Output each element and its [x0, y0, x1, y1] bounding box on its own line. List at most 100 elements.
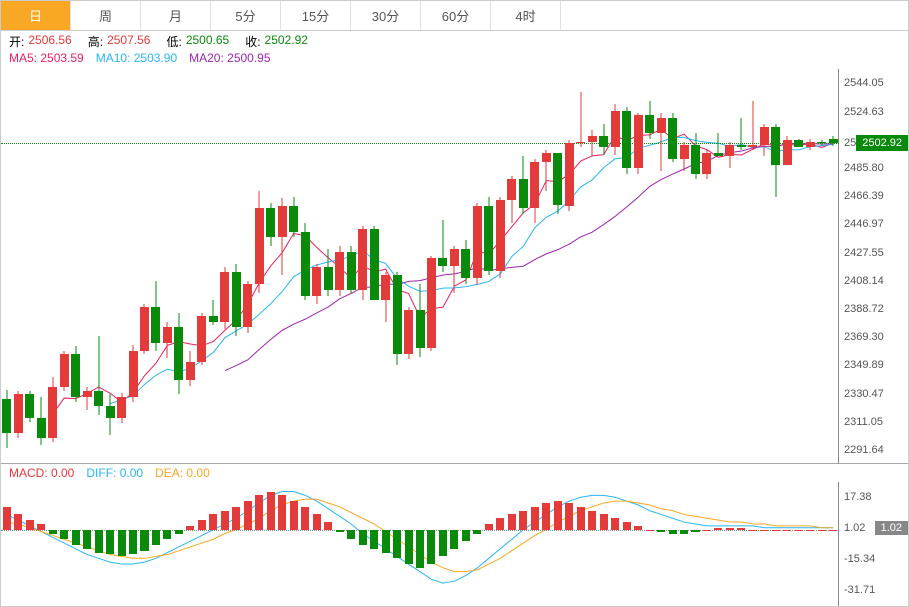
tab-30分[interactable]: 30分 — [351, 1, 421, 30]
chart-container: 日周月5分15分30分60分4时 开: 2506.56 高: 2507.56 低… — [0, 0, 909, 607]
candle — [393, 69, 402, 464]
macd-bar — [669, 530, 677, 534]
candle — [588, 69, 597, 464]
tab-5分[interactable]: 5分 — [211, 1, 281, 30]
macd-bar — [439, 530, 447, 557]
macd-bar — [324, 522, 332, 530]
candle — [565, 69, 574, 464]
candle — [37, 69, 46, 464]
candle — [461, 69, 470, 464]
macd-bar — [634, 526, 642, 530]
y-tick: 2349.89 — [844, 359, 884, 371]
candle — [748, 69, 757, 464]
open-value: 2506.56 — [28, 33, 71, 49]
candle — [312, 69, 321, 464]
ohlc-bar: 开: 2506.56 高: 2507.56 低: 2500.65 收: 2502… — [1, 31, 908, 51]
tab-日[interactable]: 日 — [1, 1, 71, 30]
macd-chart[interactable]: 17.381.02-15.34-31.711.02 — [1, 482, 908, 606]
candle — [634, 69, 643, 464]
macd-bar — [473, 530, 481, 534]
y-tick: 2369.30 — [844, 331, 884, 343]
y-tick: 2524.63 — [844, 106, 884, 118]
candle — [599, 69, 608, 464]
macd-bar — [163, 530, 171, 540]
y-tick: 2485.80 — [844, 162, 884, 174]
open-label: 开: — [9, 33, 24, 49]
current-price-badge: 2502.92 — [856, 135, 908, 151]
macd-label-bar: MACD: 0.00 DIFF: 0.00 DEA: 0.00 — [1, 464, 908, 482]
candle — [2, 69, 11, 464]
candle — [324, 69, 333, 464]
candle — [507, 69, 516, 464]
candle — [106, 69, 115, 464]
candle — [129, 69, 138, 464]
macd-bar — [152, 530, 160, 545]
tab-4时[interactable]: 4时 — [491, 1, 561, 30]
candle — [358, 69, 367, 464]
y-tick: 2466.39 — [844, 190, 884, 202]
y-tick: 2311.05 — [844, 416, 883, 428]
macd-bar — [83, 530, 91, 549]
candle — [186, 69, 195, 464]
y-tick: 2427.55 — [844, 247, 884, 259]
macd-bar — [565, 503, 573, 530]
macd-bar — [462, 530, 470, 541]
candle — [404, 69, 413, 464]
candle — [691, 69, 700, 464]
macd-bar — [382, 530, 390, 553]
candle — [450, 69, 459, 464]
macd-bar — [186, 526, 194, 530]
price-chart[interactable]: 2544.052524.632502.922485.802466.392446.… — [1, 69, 908, 464]
macd-y-tick: 17.38 — [844, 491, 872, 503]
macd-bar — [806, 530, 814, 531]
macd-bar — [49, 530, 57, 534]
macd-bar — [588, 511, 596, 530]
macd-bar — [646, 530, 654, 531]
macd-y-tick: -31.71 — [844, 584, 875, 596]
tab-60分[interactable]: 60分 — [421, 1, 491, 30]
macd-bar — [726, 528, 734, 530]
y-tick: 2446.97 — [844, 218, 884, 230]
macd-current-badge: 1.02 — [875, 521, 908, 535]
close-label: 收: — [245, 33, 260, 49]
high-label: 高: — [88, 33, 103, 49]
macd-bar — [405, 530, 413, 564]
macd-bar — [278, 495, 286, 529]
macd-bar — [347, 530, 355, 540]
macd-bar — [818, 530, 826, 531]
macd-bar — [370, 530, 378, 549]
candle — [702, 69, 711, 464]
macd-bar — [829, 530, 837, 531]
macd-bar — [37, 524, 45, 530]
candle — [255, 69, 264, 464]
ma20: MA20: 2500.95 — [189, 51, 270, 69]
macd-bar — [531, 507, 539, 530]
macd-bar — [577, 507, 585, 530]
tab-15分[interactable]: 15分 — [281, 1, 351, 30]
macd-bar — [118, 530, 126, 557]
macd-bar — [623, 522, 631, 530]
macd-bar — [198, 520, 206, 530]
macd-y-tick: 1.02 — [844, 522, 865, 534]
candle — [427, 69, 436, 464]
tab-月[interactable]: 月 — [141, 1, 211, 30]
candle — [542, 69, 551, 464]
macd-bar — [3, 507, 11, 530]
macd-bar — [450, 530, 458, 549]
ma10: MA10: 2503.90 — [96, 51, 177, 69]
candle — [289, 69, 298, 464]
candle — [737, 69, 746, 464]
candle — [25, 69, 34, 464]
macd-bar — [760, 530, 768, 531]
macd-bar — [772, 530, 780, 531]
macd-bar — [737, 528, 745, 530]
macd-bar — [703, 530, 711, 531]
close-value: 2502.92 — [265, 33, 308, 49]
candle — [771, 69, 780, 464]
macd-bar — [691, 530, 699, 532]
high-value: 2507.56 — [107, 33, 150, 49]
tab-周[interactable]: 周 — [71, 1, 141, 30]
candle — [416, 69, 425, 464]
macd-bar — [60, 530, 68, 540]
timeframe-tabs: 日周月5分15分30分60分4时 — [1, 1, 908, 31]
